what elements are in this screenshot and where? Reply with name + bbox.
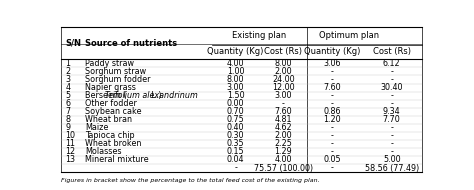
Text: 0.05: 0.05 <box>323 155 341 165</box>
Text: L.): L.) <box>149 91 162 100</box>
Text: Molasses: Molasses <box>85 147 121 156</box>
Text: -: - <box>390 123 393 132</box>
Text: 9: 9 <box>65 123 71 132</box>
Text: 0.86: 0.86 <box>323 107 341 116</box>
Text: 4.00: 4.00 <box>274 155 292 165</box>
Text: -: - <box>330 139 333 148</box>
Text: 4.00: 4.00 <box>227 59 244 68</box>
Text: Trifolium alexandrinum: Trifolium alexandrinum <box>105 91 198 100</box>
Text: 0.15: 0.15 <box>227 147 245 156</box>
Text: Sorghum fodder: Sorghum fodder <box>85 75 150 84</box>
Text: 7.60: 7.60 <box>323 83 341 92</box>
Text: 6.12: 6.12 <box>383 59 401 68</box>
Text: 1: 1 <box>65 59 71 68</box>
Text: 2.00: 2.00 <box>274 67 292 76</box>
Text: -: - <box>390 75 393 84</box>
Text: 12: 12 <box>65 147 76 156</box>
Text: -: - <box>330 164 333 173</box>
Text: Wheat broken: Wheat broken <box>85 139 141 148</box>
Text: 4.81: 4.81 <box>274 115 292 124</box>
Text: 0.70: 0.70 <box>227 107 245 116</box>
Text: 12.00: 12.00 <box>272 83 295 92</box>
Text: 24.00: 24.00 <box>272 75 295 84</box>
Text: -: - <box>330 75 333 84</box>
Text: 1.00: 1.00 <box>227 67 244 76</box>
Text: Figures in bracket show the percentage to the total feed cost of the existing pl: Figures in bracket show the percentage t… <box>61 178 319 183</box>
Text: Cost (Rs): Cost (Rs) <box>373 47 410 56</box>
Text: 3.00: 3.00 <box>227 83 244 92</box>
Text: 2.00: 2.00 <box>274 131 292 140</box>
Text: 3: 3 <box>65 75 71 84</box>
Text: -: - <box>330 147 333 156</box>
Text: 2: 2 <box>65 67 71 76</box>
Text: 75.57 (100.00): 75.57 (100.00) <box>254 164 313 173</box>
Text: -: - <box>390 67 393 76</box>
Text: -: - <box>390 139 393 148</box>
Text: 4: 4 <box>65 83 71 92</box>
Text: 3.00: 3.00 <box>274 91 292 100</box>
Text: Napier grass: Napier grass <box>85 83 136 92</box>
Text: -: - <box>330 131 333 140</box>
Text: 11: 11 <box>65 139 75 148</box>
Text: 8.00: 8.00 <box>227 75 244 84</box>
Text: Cost (Rs): Cost (Rs) <box>264 47 302 56</box>
Text: S/N: S/N <box>65 39 82 48</box>
Text: 0.40: 0.40 <box>227 123 244 132</box>
Text: 6: 6 <box>65 99 71 108</box>
Text: Existing plan: Existing plan <box>232 31 287 40</box>
Text: 1.20: 1.20 <box>323 115 341 124</box>
Text: 1.29: 1.29 <box>274 147 292 156</box>
Text: -: - <box>282 99 285 108</box>
Text: 0.00: 0.00 <box>227 99 244 108</box>
Text: -: - <box>234 164 237 173</box>
Text: Paddy straw: Paddy straw <box>85 59 134 68</box>
Text: Wheat bran: Wheat bran <box>85 115 132 124</box>
Text: 4.62: 4.62 <box>274 123 292 132</box>
Text: Source of nutrients: Source of nutrients <box>85 39 177 48</box>
Text: 8.00: 8.00 <box>274 59 292 68</box>
Text: 7.60: 7.60 <box>274 107 292 116</box>
Text: -: - <box>330 67 333 76</box>
Text: -: - <box>390 147 393 156</box>
Text: -: - <box>330 91 333 100</box>
Text: 30.40: 30.40 <box>381 83 403 92</box>
Text: 13: 13 <box>65 155 75 165</box>
Text: 7.70: 7.70 <box>383 115 401 124</box>
Text: 5.00: 5.00 <box>383 155 401 165</box>
Text: 8: 8 <box>65 115 71 124</box>
Text: 58.56 (77.49): 58.56 (77.49) <box>365 164 419 173</box>
Text: 7: 7 <box>65 107 71 116</box>
Text: Soybean cake: Soybean cake <box>85 107 141 116</box>
Text: 0.30: 0.30 <box>227 131 244 140</box>
Text: 2.25: 2.25 <box>274 139 292 148</box>
Text: Sorghum straw: Sorghum straw <box>85 67 146 76</box>
Text: 10: 10 <box>65 131 75 140</box>
Text: Other fodder: Other fodder <box>85 99 137 108</box>
Text: Quantity (Kg): Quantity (Kg) <box>304 47 360 56</box>
Text: -: - <box>330 99 333 108</box>
Text: 9.34: 9.34 <box>383 107 401 116</box>
Text: -: - <box>390 91 393 100</box>
Text: 0.04: 0.04 <box>227 155 244 165</box>
Text: 3.06: 3.06 <box>323 59 341 68</box>
Text: Berseem (: Berseem ( <box>85 91 127 100</box>
Text: Optimum plan: Optimum plan <box>319 31 379 40</box>
Text: Maize: Maize <box>85 123 109 132</box>
Text: -: - <box>390 99 393 108</box>
Text: 5: 5 <box>65 91 71 100</box>
Text: Tapioca chip: Tapioca chip <box>85 131 135 140</box>
Text: 1.50: 1.50 <box>227 91 245 100</box>
Text: -: - <box>390 131 393 140</box>
Text: -: - <box>330 123 333 132</box>
Text: Quantity (Kg): Quantity (Kg) <box>208 47 264 56</box>
Text: 0.35: 0.35 <box>227 139 245 148</box>
Text: Mineral mixture: Mineral mixture <box>85 155 148 165</box>
Text: 0.75: 0.75 <box>227 115 245 124</box>
